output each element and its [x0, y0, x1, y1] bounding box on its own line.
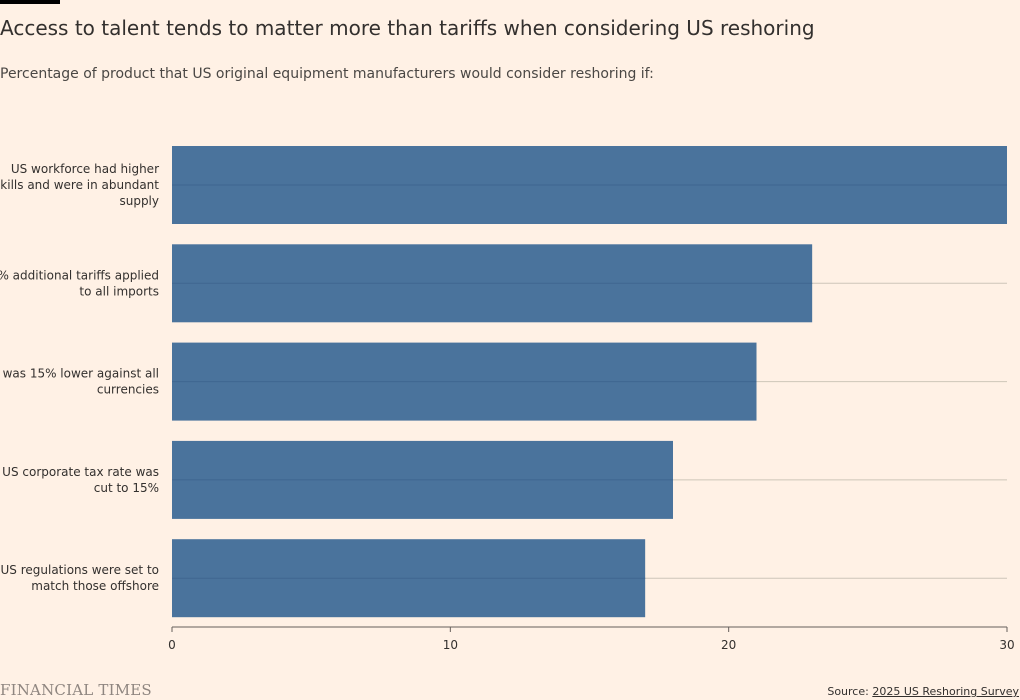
category-label: US corporate tax rate was cut to 15%	[2, 465, 159, 495]
source-link[interactable]: 2025 US Reshoring Survey	[872, 685, 1019, 698]
source-note: Source: 2025 US Reshoring Survey	[827, 685, 1019, 698]
source-prefix: Source:	[827, 685, 873, 698]
category-label-line: cut to 15%	[94, 481, 159, 495]
chart-title: Access to talent tends to matter more th…	[0, 16, 815, 40]
category-label-line: currencies	[97, 383, 159, 397]
x-axis: 0 10 20 30	[168, 626, 1015, 652]
category-label-line: $ was 15% lower against all	[0, 367, 159, 381]
category-labels: US workforce had higher skills and were i…	[0, 162, 159, 593]
category-label: $ was 15% lower against all currencies	[0, 367, 159, 397]
x-tick-label: 10	[443, 638, 458, 652]
chart-subtitle: Percentage of product that US original e…	[0, 66, 654, 82]
ft-logo: FINANCIAL TIMES	[0, 681, 152, 699]
category-label: US workforce had higher skills and were i…	[0, 162, 159, 208]
x-tick-label: 20	[721, 638, 736, 652]
category-label-line: US corporate tax rate was	[2, 465, 159, 479]
category-label-line: to all imports	[79, 284, 159, 298]
category-label-line: US regulations were set to	[1, 563, 160, 577]
category-label-line: 15% additional tariffs applied	[0, 268, 159, 282]
category-label: 15% additional tariffs applied to all imp…	[0, 268, 159, 298]
bars	[172, 146, 1007, 618]
category-label-line: US workforce had higher	[11, 162, 159, 176]
x-tick-label: 30	[999, 638, 1014, 652]
accent-bar	[0, 0, 60, 4]
category-label-line: skills and were in abundant	[0, 178, 159, 192]
x-tick-label: 0	[168, 638, 176, 652]
category-label-line: match those offshore	[31, 579, 159, 593]
category-label-line: supply	[119, 194, 159, 208]
category-label: US regulations were set to match those of…	[1, 563, 160, 593]
